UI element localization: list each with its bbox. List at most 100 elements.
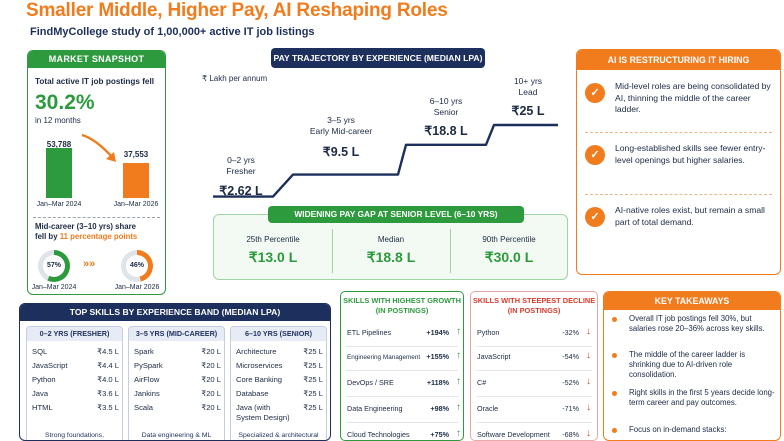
ai-item: ✓ AI-native roles exist, but remain a sm…: [585, 205, 775, 251]
skill-name: Spark: [134, 347, 154, 356]
ai-restructuring-panel: AI IS RESTRUCTURING IT HIRING ✓ Mid-leve…: [576, 49, 781, 275]
arrow-up-icon: ↑: [456, 402, 461, 413]
postings-fell-percent: 30.2%: [35, 91, 95, 114]
check-icon: ✓: [585, 83, 605, 103]
skill-row: Jankins ₹20 L: [134, 389, 221, 398]
growth-skill-change: +75%: [430, 430, 449, 439]
row-divider: [476, 396, 592, 397]
share-ring-2026-value: 46%: [126, 255, 148, 277]
pay-trajectory-header: PAY TRAJECTORY BY EXPERIENCE (MEDIAN LPA…: [271, 48, 485, 68]
ai-item-text: Mid-level roles are being consolidated b…: [615, 81, 771, 114]
growth-skill-name: Data Engineering: [347, 404, 403, 413]
arrow-down-icon: ↓: [586, 402, 591, 413]
pay-gap-divider: [332, 229, 333, 273]
skill-name: Architecture: [236, 347, 277, 356]
skill-row: JavaScript ₹4.4 L: [32, 361, 119, 370]
check-icon: ✓: [585, 207, 605, 227]
share-ring-2024-value: 57%: [43, 255, 65, 277]
skills-col-footer: Specialized & architectural: [238, 432, 319, 439]
postings-fell-label: Total active IT job postings fell: [35, 77, 155, 86]
skills-col-fresher: 0–2 YRS (FRESHER) SQL ₹4.5 L JavaScript ₹4…: [26, 326, 123, 440]
pay-gap-90th-value: ₹30.0 L: [484, 249, 534, 265]
point-fresher-value: ₹2.62 L: [219, 184, 263, 198]
skill-row: Architecture ₹25 L: [236, 347, 323, 356]
chevrons-icon: »»: [83, 258, 96, 270]
pay-trajectory-line: [213, 123, 558, 198]
skill-name: Database: [236, 389, 269, 398]
skill-pay: ₹3.6 L: [97, 389, 119, 398]
skills-col-mid-career: 3–5 YRS (MID-CAREER) Spark ₹20 L PySpark ₹…: [128, 326, 225, 440]
point-lead-level: Lead: [518, 87, 538, 97]
months-label: in 12 months: [35, 116, 81, 125]
skills-col-header: 6–10 YRS (SENIOR): [231, 327, 326, 341]
bullet-icon: [612, 428, 617, 433]
check-icon: ✓: [585, 145, 605, 165]
share-ring-2026-label: Jan–Mar 2026: [114, 284, 160, 291]
growth-skill-name: DevOps / SRE: [347, 378, 394, 387]
skill-row: Java (with System Design) ₹25 L: [236, 403, 323, 423]
ai-restructuring-header: AI IS RESTRUCTURING IT HIRING: [577, 50, 780, 70]
share-ring-2024-label: Jan–Mar 2024: [31, 284, 77, 291]
growth-skill-name: Cloud Technologies: [347, 430, 410, 439]
skill-row: Spark ₹20 L: [134, 347, 221, 356]
mid-career-line-2: fell by: [35, 232, 60, 241]
pay-gap-25th-label: 25th Percentile: [246, 235, 300, 244]
bar-2026: [123, 163, 149, 198]
skill-pay: ₹25 L: [303, 361, 323, 370]
skill-pay: ₹20 L: [201, 389, 221, 398]
point-fresher-years: 0–2 yrs: [227, 155, 255, 165]
ai-item: ✓ Long-established skills see fewer entr…: [585, 143, 775, 189]
arrow-up-icon: ↑: [456, 428, 461, 439]
bar-2026-value: 37,553: [123, 150, 149, 159]
skill-name: Microservices: [236, 361, 283, 370]
pay-gap-median-label: Median: [377, 235, 405, 244]
decline-arrow-icon: [81, 133, 116, 162]
decline-skill-name: Software Development: [477, 430, 550, 439]
row-divider: [476, 422, 592, 423]
top-skills-panel: TOP SKILLS BY EXPERIENCE BAND (MEDIAN LP…: [19, 303, 331, 441]
skill-name: Jankins: [134, 389, 160, 398]
snapshot-divider: [33, 217, 160, 218]
decline-skill-change: -32%: [562, 328, 579, 337]
decline-skill-name: C#: [477, 378, 487, 387]
decline-skill-name: JavaScript: [477, 352, 511, 361]
decline-skill-name: Python: [477, 328, 500, 337]
decline-skill-change: -54%: [562, 352, 579, 361]
decline-skill-change: -68%: [562, 430, 579, 439]
skill-pay: ₹20 L: [201, 403, 221, 412]
skill-pay: ₹20 L: [201, 347, 221, 356]
row-divider: [346, 346, 458, 347]
bullet-icon: [612, 317, 617, 322]
skill-name: SQL: [32, 347, 48, 356]
decline-row: Python -32% ↓: [477, 326, 591, 337]
skill-name: PySpark: [134, 361, 163, 370]
skill-pay: ₹25 L: [303, 389, 323, 398]
point-senior-value: ₹18.8 L: [424, 124, 468, 138]
skill-row: Java ₹3.6 L: [32, 389, 119, 398]
pay-gap-25th-value: ₹13.0 L: [248, 249, 298, 265]
arrow-up-icon: ↑: [456, 350, 461, 361]
skill-name: Python: [32, 375, 56, 384]
growth-row: Data Engineering +98% ↑: [347, 402, 461, 413]
skills-col-header: 3–5 YRS (MID-CAREER): [129, 327, 224, 341]
skills-col-footer: Data engineering & ML: [141, 432, 212, 439]
skill-row: Database ₹25 L: [236, 389, 323, 398]
decline-row: C# -52% ↓: [477, 376, 591, 387]
bar-2026-label: Jan–Mar 2026: [113, 201, 159, 208]
point-senior-years: 6–10 yrs: [429, 96, 463, 106]
row-divider: [346, 422, 458, 423]
pay-gap-median-value: ₹18.8 L: [366, 249, 416, 265]
skill-name: Scala: [134, 403, 153, 412]
bar-2024-label: Jan–Mar 2024: [36, 201, 82, 208]
pay-gap-90th: 90th Percentile ₹30.0 L: [450, 215, 568, 279]
skills-col-footer: Strong foundations,: [45, 432, 104, 439]
decline-skills-panel: SKILLS WITH STEEPEST DECLINE (IN POSTING…: [470, 291, 598, 441]
skill-row: HTML ₹3.5 L: [32, 403, 119, 412]
skill-name: Java: [32, 389, 49, 398]
row-divider: [476, 370, 592, 371]
pay-unit-label: ₹ Lakh per annum: [202, 74, 268, 83]
point-early-mid-label: 3–5 yrs Early Mid-career: [296, 115, 386, 137]
decline-skill-change: -71%: [562, 404, 579, 413]
skill-pay: ₹20 L: [201, 375, 221, 384]
skill-pay: ₹4.5 L: [97, 347, 119, 356]
